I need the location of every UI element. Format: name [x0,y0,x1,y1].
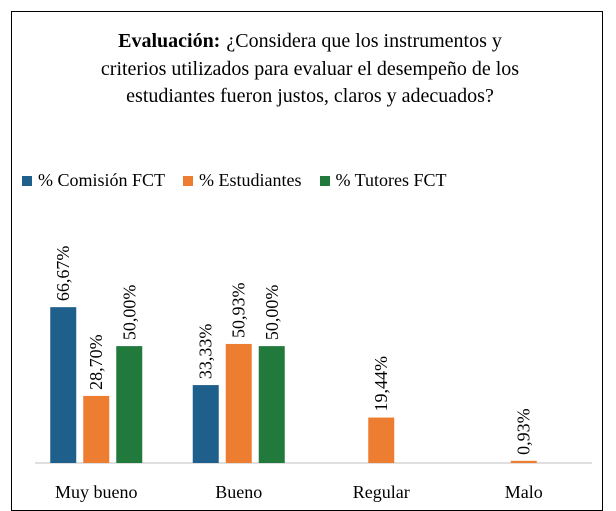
data-label: 50,93% [229,282,249,338]
data-label: 66,67% [53,246,73,302]
x-tick-label: Regular [353,482,410,502]
bar [368,417,395,463]
legend-label: % Tutores FCT [335,170,447,190]
title-label: Evaluación: [118,30,221,52]
data-label: 50,00% [119,285,139,341]
bar [50,307,77,463]
legend-item: % Comisión FCT [22,170,165,191]
legend: % Comisión FCT % Estudiantes % Tutores FCT [22,170,607,191]
bar [225,343,252,463]
bar [116,346,143,463]
legend-swatch [319,175,330,186]
data-label: 50,00% [262,285,282,341]
legend-item: % Tutores FCT [319,170,447,191]
chart-title-block: Evaluación: ¿Considera que los instrument… [95,28,525,111]
data-label: 0,93% [514,408,534,455]
x-tick-label: Bueno [215,482,262,502]
data-label: 19,44% [371,356,391,412]
bar [83,395,110,463]
legend-label: % Comisión FCT [38,170,166,190]
chart-title: ¿Considera que los instrumentos y criter… [100,30,520,107]
bar [510,460,537,463]
data-label: 28,70% [86,334,106,390]
bar [192,385,219,463]
bar [258,346,285,463]
x-tick-label: Malo [505,482,543,502]
legend-label: % Estudiantes [199,170,302,190]
legend-swatch [183,175,194,186]
legend-item: % Estudiantes [183,170,302,191]
data-label: 33,33% [196,324,216,380]
x-tick-label: Muy bueno [55,482,138,502]
legend-swatch [22,175,32,186]
